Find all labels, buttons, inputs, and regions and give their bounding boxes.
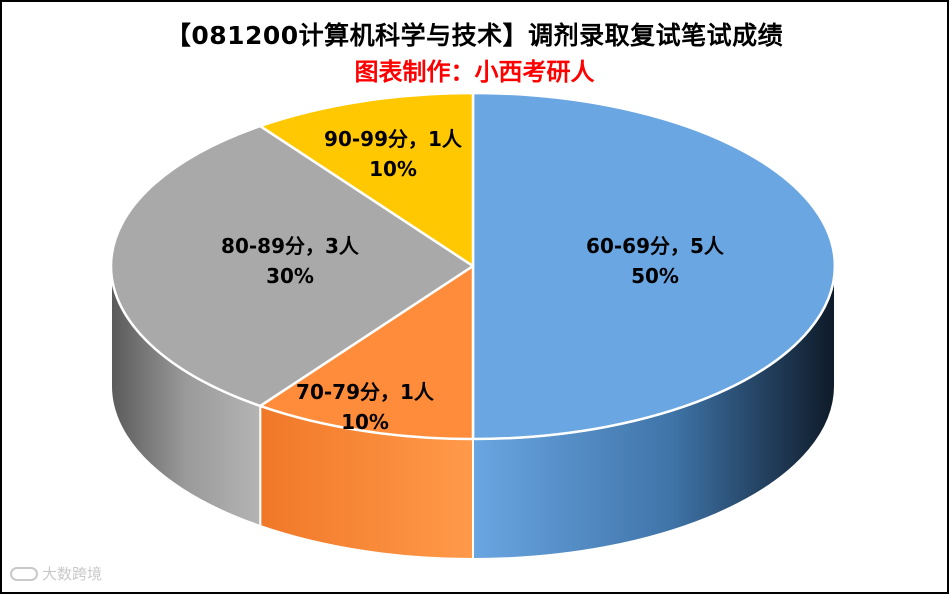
pie-slice-90-99	[258, 91, 475, 268]
pie-slice-70-79	[258, 264, 475, 441]
watermark-text: 大数跨境	[42, 565, 103, 583]
watermark: 大数跨境	[10, 563, 102, 584]
slice-label-60-69: 60-69分，5人	[586, 234, 725, 258]
chart-title: 【081200计算机科学与技术】调剂录取复试笔试成绩	[165, 21, 784, 50]
slice-percent-70-79: 10%	[341, 410, 389, 434]
slice-percent-80-89: 30%	[266, 264, 314, 288]
watermark-logo-icon	[10, 566, 38, 581]
slice-label-80-89: 80-89分，3人	[221, 234, 360, 258]
slice-label-90-99: 90-99分，1人	[324, 127, 463, 151]
pie-slice-60-69	[471, 91, 837, 441]
pie-slice-80-89	[109, 124, 475, 408]
slice-percent-90-99: 10%	[369, 157, 417, 181]
slice-percent-60-69: 50%	[631, 264, 679, 288]
slice-label-70-79: 70-79分，1人	[296, 380, 435, 404]
chart-subtitle: 图表制作：小西考研人	[354, 58, 595, 86]
